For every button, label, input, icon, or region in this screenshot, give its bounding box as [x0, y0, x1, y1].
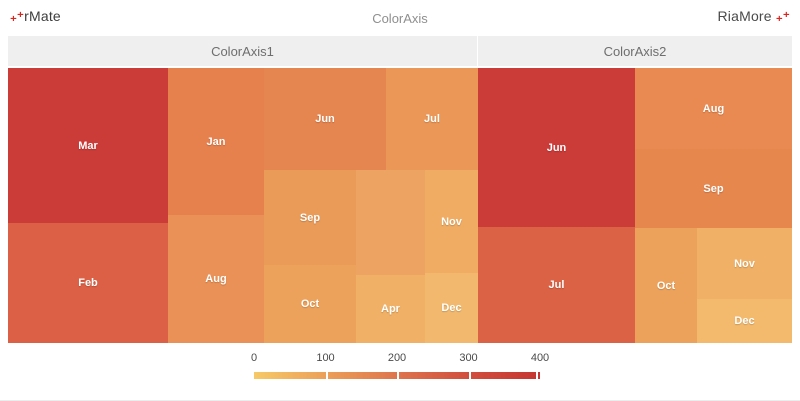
group-header-coloraxis1: ColorAxis1 [8, 36, 477, 66]
treemap-cell-label: Jun [546, 141, 567, 154]
treemap-cell-label: Apr [381, 303, 400, 315]
treemap-cell-sep-group2[interactable]: Sep [635, 149, 792, 228]
treemap-cell-nov-group2[interactable]: Nov [697, 228, 792, 299]
plus-sparkle-icon: ₊⁺ [10, 9, 25, 24]
rmate-logo[interactable]: ₊⁺rMate [10, 8, 61, 25]
legend-separator [325, 372, 328, 379]
treemap-cell-label: Aug [205, 273, 227, 285]
treemap-cell-label: Jan [206, 135, 226, 148]
treemap-cell-oct-group2[interactable]: Oct [635, 228, 697, 343]
treemap-cell-label: Oct [300, 298, 320, 310]
treemap-cell-apr-group1[interactable]: Apr [356, 275, 425, 343]
treemap-cell-nov-group1[interactable]: Nov [425, 170, 478, 273]
legend-tick-400: 400 [530, 352, 550, 364]
treemap-cell-mar-group1[interactable]: Mar [8, 68, 168, 223]
group-header-coloraxis2: ColorAxis2 [478, 36, 792, 66]
treemap-cell-label: Jul [548, 279, 565, 291]
treemap-cell-label: Sep [703, 182, 724, 195]
legend-tick-100: 100 [316, 352, 335, 364]
treemap-cell-dec-group2[interactable]: Dec [697, 299, 792, 343]
treemap-cell-label: Nov [734, 257, 755, 270]
treemap-cell-dec-group1[interactable]: Dec [425, 273, 478, 343]
treemap-cell-label: Nov [441, 215, 462, 228]
treemap-cell-label: Aug [702, 102, 725, 115]
treemap-cell-sep-group1[interactable]: Sep [264, 170, 356, 265]
treemap-cell-aug-group2[interactable]: Aug [635, 68, 792, 149]
treemap-cell-unlabeled-group1[interactable] [356, 170, 425, 275]
riamore-logo[interactable]: RiaMore ₊⁺ [717, 8, 790, 25]
group-header-strip: ColorAxis1 ColorAxis2 [8, 36, 792, 66]
treemap-cell-label: Oct [656, 279, 676, 292]
chart-title: ColorAxis [372, 11, 428, 26]
legend-tick-300: 300 [459, 352, 478, 364]
treemap-cell-label: Feb [78, 277, 98, 289]
treemap-cell-jun-group2[interactable]: Jun [478, 68, 635, 227]
legend-tick-labels: 0 100 200 300 400 [250, 352, 549, 366]
legend-tick-0: 0 [250, 352, 258, 364]
treemap-cell-label: Jul [424, 113, 440, 125]
legend-tick-200: 200 [387, 352, 407, 364]
treemap-area: Mar Feb Jan Aug Jun Jul Sep Oct Apr Nov Dec Jun Jul A… [8, 68, 792, 343]
treemap-cell-label: Jun [315, 113, 335, 125]
treemap-cell-label: Dec [441, 302, 462, 314]
treemap-cell-label: Mar [78, 139, 98, 152]
legend-separator [397, 372, 399, 379]
riamore-logo-text: RiaMore [717, 8, 772, 24]
treemap-cell-jan-group1[interactable]: Jan [168, 68, 264, 215]
legend-gradient-bar [254, 372, 540, 379]
treemap-cell-jul-group2[interactable]: Jul [478, 227, 635, 343]
treemap-cell-jul-group1[interactable]: Jul [386, 68, 478, 170]
treemap-cell-jun-group1[interactable]: Jun [264, 68, 386, 170]
treemap-cell-label: Dec [734, 315, 755, 327]
treemap-cell-feb-group1[interactable]: Feb [8, 223, 168, 343]
legend-separator [468, 372, 471, 379]
treemap-cell-aug-group1[interactable]: Aug [168, 215, 264, 343]
treemap-cell-oct-group1[interactable]: Oct [264, 265, 356, 343]
legend-separator [535, 372, 538, 379]
plus-sparkle-icon: ₊⁺ [775, 9, 790, 24]
rmate-logo-text: rMate [24, 8, 61, 24]
treemap-cell-label: Sep [299, 211, 321, 224]
